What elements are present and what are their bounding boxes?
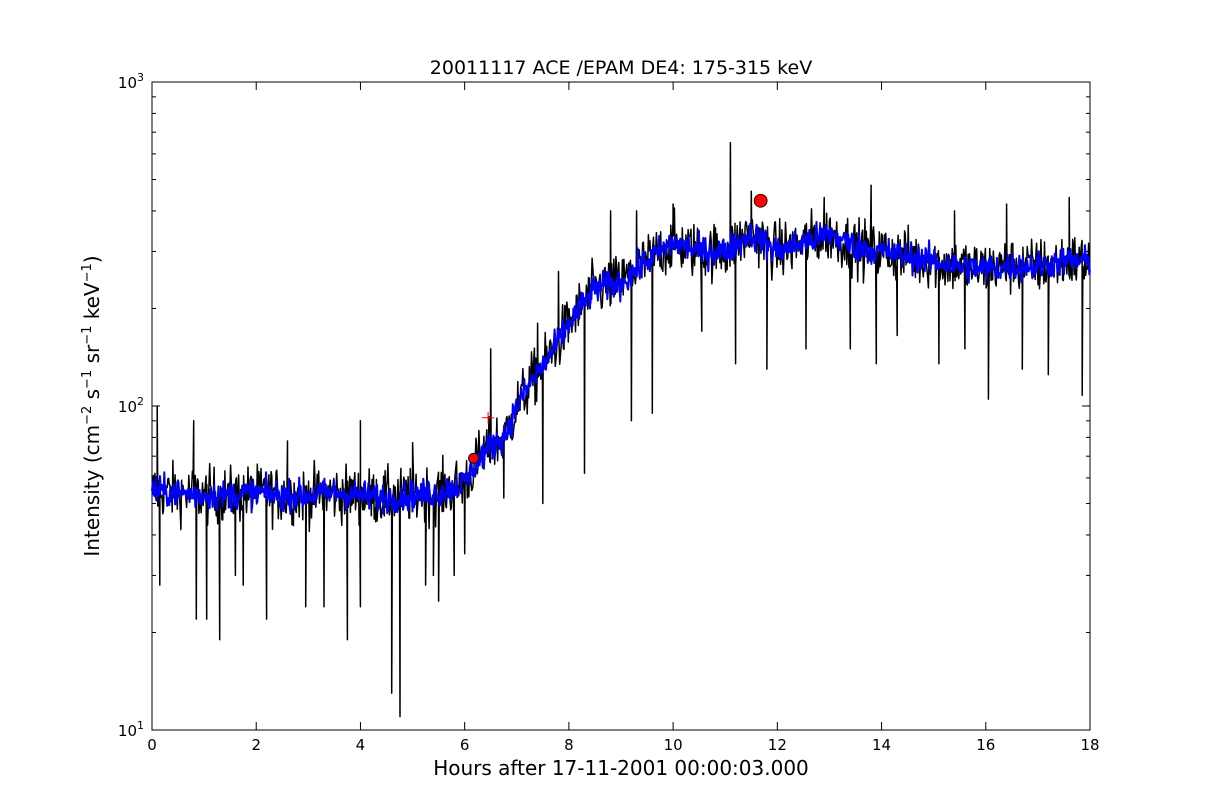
y-tick-label: 101 [118, 719, 144, 740]
x-tick-label: 0 [147, 736, 157, 754]
y-axis-label: Intensity (cm−2 s−1 sr−1 keV−1) [80, 255, 104, 556]
plot-frame [151, 81, 1091, 731]
y-axis-label-suffix: ) [80, 255, 104, 263]
x-axis: 0 2 4 6 8 10 12 14 16 18 [147, 82, 1100, 754]
y-tick-label: 103 [118, 71, 144, 92]
x-tick-label: 18 [1080, 736, 1099, 754]
y-tick-label: 102 [118, 395, 144, 416]
x-tick-label: 10 [664, 736, 683, 754]
x-tick-label: 6 [460, 736, 470, 754]
y-axis-label-mid1: s [80, 389, 104, 406]
marker-point-0 [468, 452, 479, 464]
y-axis-label-sup3: −1 [80, 326, 95, 345]
x-tick-label: 2 [251, 736, 261, 754]
y-axis-label-sup1: −2 [80, 406, 95, 425]
y-axis: 101 102 103 [118, 71, 1090, 740]
x-axis-label: Hours after 17-11-2001 00:00:03.000 [433, 756, 809, 780]
series-smoothed-line [151, 220, 1091, 516]
y-axis-label-prefix: Intensity (cm [80, 425, 104, 557]
x-tick-label: 8 [564, 736, 574, 754]
plot-area [151, 81, 1091, 731]
series-layer [151, 141, 1091, 718]
y-axis-label-sup2: −1 [80, 370, 95, 389]
x-tick-label: 14 [872, 736, 891, 754]
y-axis-label-mid3: keV [80, 282, 104, 326]
x-tick-label: 12 [768, 736, 787, 754]
y-axis-label-mid2: sr [80, 344, 104, 370]
marker-layer [468, 193, 768, 464]
chart-title: 20011117 ACE /EPAM DE4: 175-315 keV [430, 57, 812, 79]
marker-plus-1 [482, 411, 495, 424]
marker-point-2 [753, 193, 768, 208]
x-tick-label: 16 [976, 736, 995, 754]
x-tick-label: 4 [356, 736, 366, 754]
y-axis-label-sup4: −1 [80, 263, 95, 282]
